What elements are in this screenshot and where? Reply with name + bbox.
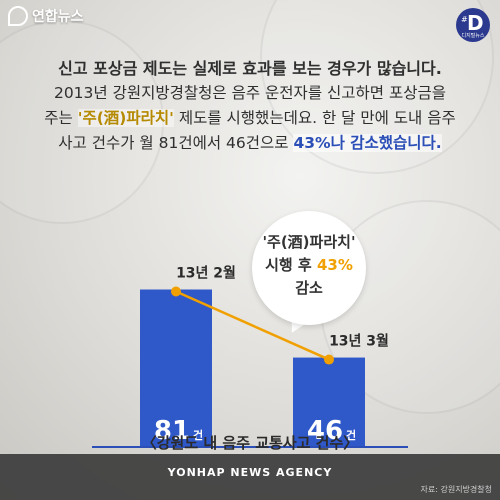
chart-title: 〈강원도 내 음주 교통사고 건수〉 [141, 434, 359, 452]
brand-name: 연합뉴스 [32, 9, 84, 25]
bubble-accent-percent: 43% [316, 256, 353, 274]
bar-value-unit: 건 [193, 428, 203, 442]
brand-logo: 연합뉴스 [8, 6, 84, 26]
badge-letter: D [467, 11, 484, 35]
bar-value-label: 81 [154, 416, 190, 446]
bar [293, 357, 365, 447]
digital-news-badge-icon: # D 디지털뉴스 [456, 8, 490, 42]
badge-sub: 디지털뉴스 [461, 33, 485, 39]
footer-bar: YONHAP NEWS AGENCY 자료: 강원지방경찰청 [0, 454, 500, 500]
category-label: 13년 2월 [176, 265, 236, 282]
bubble-line-1: '주(酒)파라치' [262, 233, 356, 251]
background-coin [0, 20, 164, 224]
bubble-line-3: 감소 [295, 279, 323, 297]
text-line-3: 주는 '주(酒)파라치' 제도를 시행했는데요. 한 달 만에 도내 음주 [18, 106, 482, 131]
bar-value-label: 46 [307, 416, 343, 446]
text-line-3-pre: 주는 [44, 109, 78, 127]
text-line-1: 신고 포상금 제도는 실제로 효과를 보는 경우가 많습니다. [58, 59, 442, 78]
highlight-result: 43%나 감소했습니다. [293, 134, 442, 152]
trend-line [175, 290, 330, 361]
badge-hash: # [461, 15, 468, 24]
text-line-4-pre: 사고 건수가 월 81건에서 46건으로 [58, 134, 294, 152]
bar [140, 289, 212, 447]
brand-mark-icon [8, 6, 28, 26]
category-label: 13년 3월 [329, 333, 389, 350]
text-line-3-post: 제도를 시행했는데요. 한 달 만에 도내 음주 [173, 109, 456, 127]
footer-logo: YONHAP NEWS AGENCY [167, 466, 333, 479]
bar-value-unit: 건 [346, 428, 356, 442]
text-line-2: 2013년 강원지방경찰청은 음주 운전자를 신고하면 포상금을 [53, 84, 447, 102]
bubble-line-2: 시행 후 43% [252, 254, 366, 275]
source-credit: 자료: 강원지방경찰청 [420, 485, 492, 494]
highlight-term: '주(酒)파라치' [77, 109, 174, 127]
bubble-line-2-pre: 시행 후 [265, 256, 317, 274]
body-text: 신고 포상금 제도는 실제로 효과를 보는 경우가 많습니다. 2013년 강원… [18, 56, 482, 156]
trend-point [171, 286, 181, 297]
text-line-4: 사고 건수가 월 81건에서 46건으로 43%나 감소했습니다. [18, 131, 482, 156]
speech-bubble: '주(酒)파라치' 시행 후 43% 감소 [252, 211, 366, 325]
trend-point [324, 354, 334, 365]
